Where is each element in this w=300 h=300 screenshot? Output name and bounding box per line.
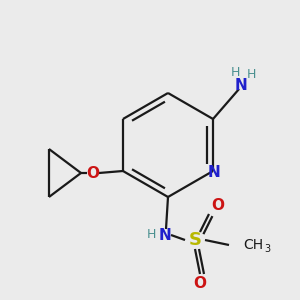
Text: S: S bbox=[188, 231, 202, 249]
Text: H: H bbox=[146, 229, 156, 242]
Text: H: H bbox=[246, 68, 256, 80]
Text: O: O bbox=[194, 277, 206, 292]
Text: N: N bbox=[208, 164, 220, 179]
Text: H: H bbox=[230, 65, 240, 79]
Text: O: O bbox=[86, 166, 100, 181]
Text: N: N bbox=[235, 79, 248, 94]
Text: O: O bbox=[212, 197, 224, 212]
Text: N: N bbox=[159, 227, 171, 242]
Text: CH: CH bbox=[243, 238, 263, 252]
Text: 3: 3 bbox=[264, 244, 270, 254]
